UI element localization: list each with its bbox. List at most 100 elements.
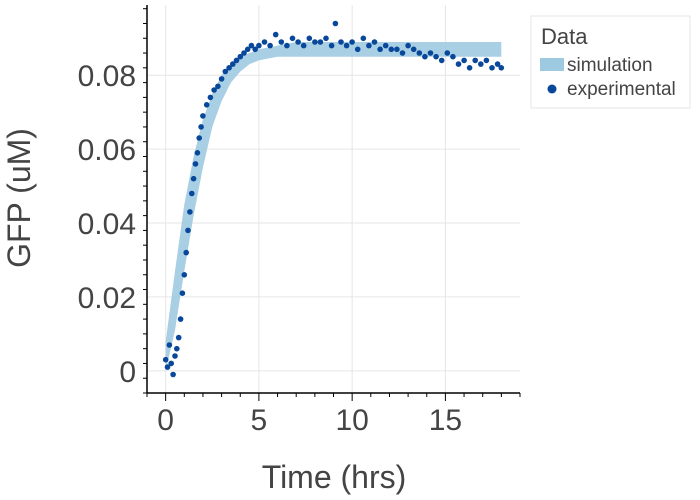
experimental-point <box>196 135 202 141</box>
experimental-point <box>494 61 501 67</box>
legend-title: Data <box>541 24 588 49</box>
experimental-point <box>466 65 473 71</box>
experimental-point <box>215 83 221 90</box>
experimental-point <box>354 46 361 53</box>
experimental-point <box>472 57 479 64</box>
y-axis-label: GFP (uM) <box>1 128 37 268</box>
experimental-point <box>478 61 484 67</box>
experimental-point <box>187 209 193 215</box>
experimental-point <box>388 46 395 53</box>
experimental-point <box>222 68 229 75</box>
experimental-point <box>166 342 173 348</box>
experimental-point <box>349 39 355 45</box>
experimental-point <box>366 42 372 49</box>
y-tick-label: 0.06 <box>78 134 136 167</box>
experimental-point <box>483 57 490 64</box>
experimental-point <box>438 57 445 64</box>
experimental-point <box>179 290 186 297</box>
legend-swatch-simulation <box>540 58 564 71</box>
y-tick-label: 0.08 <box>78 60 136 93</box>
y-tick-label: 0.02 <box>78 282 136 315</box>
experimental-point <box>207 94 214 101</box>
experimental-point <box>170 371 176 378</box>
experimental-point <box>211 87 217 93</box>
experimental-point <box>200 113 206 119</box>
experimental-point <box>489 65 495 71</box>
axes <box>143 5 521 401</box>
experimental-point <box>256 42 262 49</box>
experimental-point <box>498 65 505 71</box>
x-axis-label: Time (hrs) <box>262 459 407 495</box>
experimental-point <box>190 175 197 182</box>
experimental-point <box>433 53 439 60</box>
experimental-point <box>162 356 169 363</box>
experimental-point <box>317 39 324 45</box>
experimental-point <box>267 42 273 49</box>
experimental-point <box>175 334 182 341</box>
legend-marker-experimental <box>547 84 557 94</box>
experimental-point <box>174 345 180 352</box>
experimental-point <box>172 353 178 359</box>
experimental-point <box>394 46 400 53</box>
experimental-point <box>185 227 191 234</box>
experimental-point <box>312 39 318 45</box>
experimental-point <box>422 53 428 60</box>
experimental-point <box>218 76 225 82</box>
experimental-point <box>192 161 199 167</box>
experimental-point <box>237 53 244 60</box>
experimental-point <box>371 39 378 45</box>
experimental-point <box>295 39 301 45</box>
x-tick-label: 10 <box>335 404 368 437</box>
experimental-point <box>323 35 329 42</box>
experimental-point <box>226 65 232 71</box>
experimental-point <box>360 35 367 42</box>
experimental-point <box>410 46 417 53</box>
y-tick-label: 0.04 <box>78 208 136 241</box>
x-tick-label: 15 <box>429 404 462 437</box>
x-tick-label: 5 <box>251 404 268 437</box>
experimental-point <box>194 150 201 156</box>
experimental-point <box>203 102 210 108</box>
experimental-point <box>343 42 350 49</box>
experimental-points-layer <box>162 20 505 378</box>
y-tick-labels: 0 0.02 0.04 0.06 0.08 <box>78 60 136 389</box>
experimental-point <box>183 249 189 256</box>
x-tick-labels: 0 5 10 15 <box>157 404 462 437</box>
experimental-point <box>252 46 258 53</box>
experimental-point <box>306 35 313 42</box>
experimental-point <box>164 364 171 370</box>
experimental-point <box>248 42 255 49</box>
experimental-point <box>338 39 344 45</box>
experimental-point <box>272 31 279 38</box>
experimental-point <box>168 360 174 367</box>
grid-lines <box>147 5 520 393</box>
experimental-point <box>233 57 240 64</box>
experimental-point <box>278 39 285 45</box>
legend: Data simulation experimental <box>530 15 691 109</box>
experimental-point <box>198 124 204 130</box>
experimental-point <box>461 57 467 64</box>
experimental-point <box>189 190 195 197</box>
y-tick-label: 0 <box>119 356 136 389</box>
experimental-point <box>455 61 462 67</box>
experimental-point <box>405 42 411 49</box>
experimental-point <box>181 272 188 278</box>
experimental-point <box>427 50 434 56</box>
legend-label-simulation: simulation <box>567 55 653 76</box>
experimental-point <box>382 42 389 49</box>
experimental-point <box>230 61 236 67</box>
experimental-point <box>332 20 339 27</box>
experimental-point <box>300 42 307 49</box>
experimental-point <box>284 42 290 49</box>
experimental-point <box>399 50 406 56</box>
experimental-point <box>244 46 251 53</box>
experimental-point <box>177 316 184 322</box>
x-tick-label: 0 <box>157 404 174 437</box>
experimental-point <box>377 46 383 53</box>
experimental-point <box>328 42 335 49</box>
experimental-point <box>289 35 296 42</box>
experimental-point <box>241 50 247 56</box>
experimental-point <box>261 39 268 45</box>
experimental-point <box>450 53 456 60</box>
